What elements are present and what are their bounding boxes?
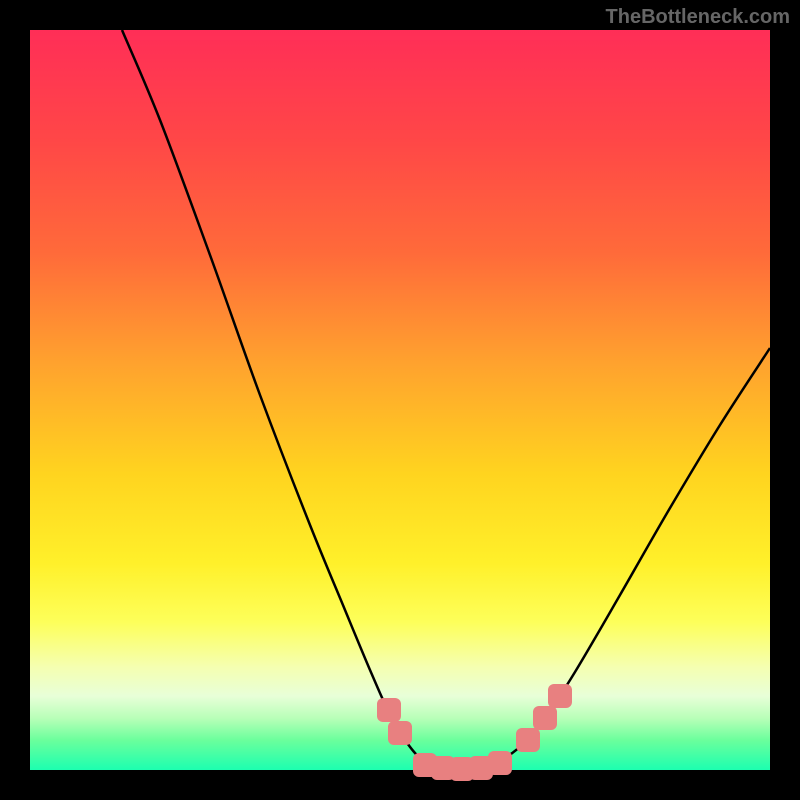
curve-markers — [377, 684, 572, 781]
curve-marker — [548, 684, 572, 708]
chart-svg — [30, 30, 770, 770]
curve-marker — [488, 751, 512, 775]
curve-marker — [388, 721, 412, 745]
plot-area — [30, 30, 770, 770]
curve-marker — [377, 698, 401, 722]
curve-marker — [516, 728, 540, 752]
bottleneck-curve — [122, 30, 770, 769]
curve-marker — [533, 706, 557, 730]
watermark-text: TheBottleneck.com — [606, 6, 790, 29]
